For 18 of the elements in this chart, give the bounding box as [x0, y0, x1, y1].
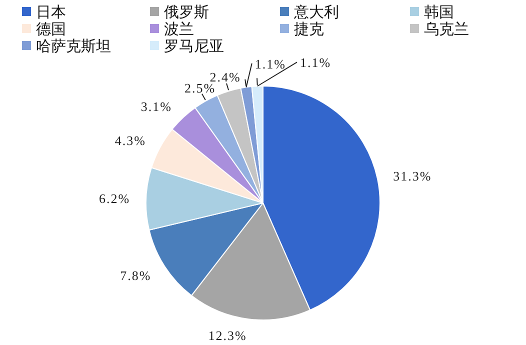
- data-label: 1.1%: [300, 55, 332, 70]
- legend-label: 捷克: [294, 21, 324, 38]
- legend-label: 韩国: [424, 4, 454, 21]
- data-label: 12.3%: [208, 328, 247, 344]
- legend-label: 罗马尼亚: [164, 39, 224, 55]
- data-label: 4.3%: [114, 132, 146, 148]
- data-label: 1.1%: [254, 56, 286, 72]
- legend-label: 德国: [36, 22, 66, 38]
- data-label: 3.1%: [140, 99, 172, 114]
- legend-label: 日本: [36, 4, 66, 21]
- legend-label: 哈萨克斯坦: [36, 38, 111, 55]
- legend-label: 意大利: [293, 4, 339, 21]
- legend-label: 乌克兰: [424, 21, 469, 38]
- data-label: 6.2%: [98, 191, 130, 206]
- legend-label: 俄罗斯: [164, 4, 209, 21]
- legend-label: 波兰: [164, 21, 194, 38]
- data-label: 31.3%: [393, 168, 432, 184]
- data-label: 7.8%: [120, 268, 152, 284]
